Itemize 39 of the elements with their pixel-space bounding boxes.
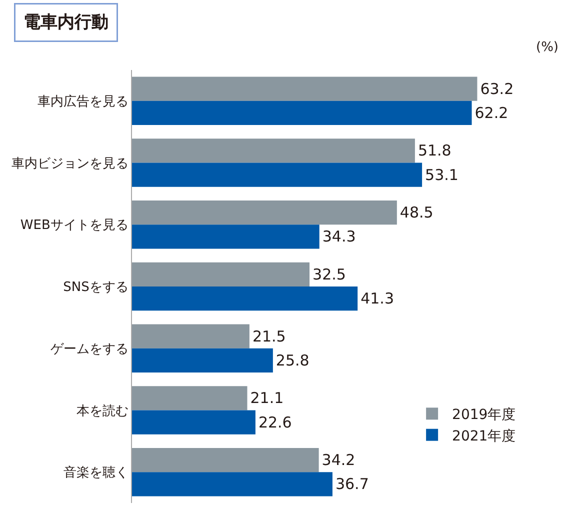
data-label: 34.3 [322,228,356,246]
data-label: 41.3 [360,290,394,308]
bar [132,448,319,472]
bar [132,76,478,101]
bar [132,348,273,372]
data-label: 48.5 [400,204,434,222]
bar [132,138,415,163]
bar [132,410,256,434]
data-label: 25.8 [276,351,310,370]
bar [132,224,320,249]
bar [132,262,310,286]
chart-title: 電車内行動 [24,12,108,32]
data-label: 22.6 [258,413,292,432]
legend-label: 2019年度 [452,407,516,424]
data-label: 63.2 [480,80,514,98]
bar [132,324,250,348]
y-tick-label: 本を読む [76,404,128,419]
y-tick-label: WEBサイトを見る [20,218,128,234]
y-tick-label: 車内ビジョンを見る [11,156,128,172]
bar [132,472,332,496]
text: (%) [536,40,558,55]
bar [132,286,358,311]
data-label: 21.5 [252,327,286,346]
data-label: 32.5 [312,265,346,284]
data-label: 62.2 [474,104,508,122]
y-tick-label: 車内広告を見る [37,93,128,110]
y-tick-label: ゲームをする [50,342,128,357]
data-label: 51.8 [418,142,452,160]
legend-label: 2021年度 [452,428,516,444]
bar [132,200,397,225]
data-label: 53.1 [425,166,458,184]
bar [132,162,422,187]
y-tick-label: 音楽を聴く [63,466,128,481]
data-label: 21.1 [250,389,284,408]
y-tick-label: SNSをする [63,280,128,296]
data-label: 36.7 [335,475,369,494]
bar [132,100,472,126]
bar [132,386,248,410]
data-label: 34.2 [322,451,356,470]
